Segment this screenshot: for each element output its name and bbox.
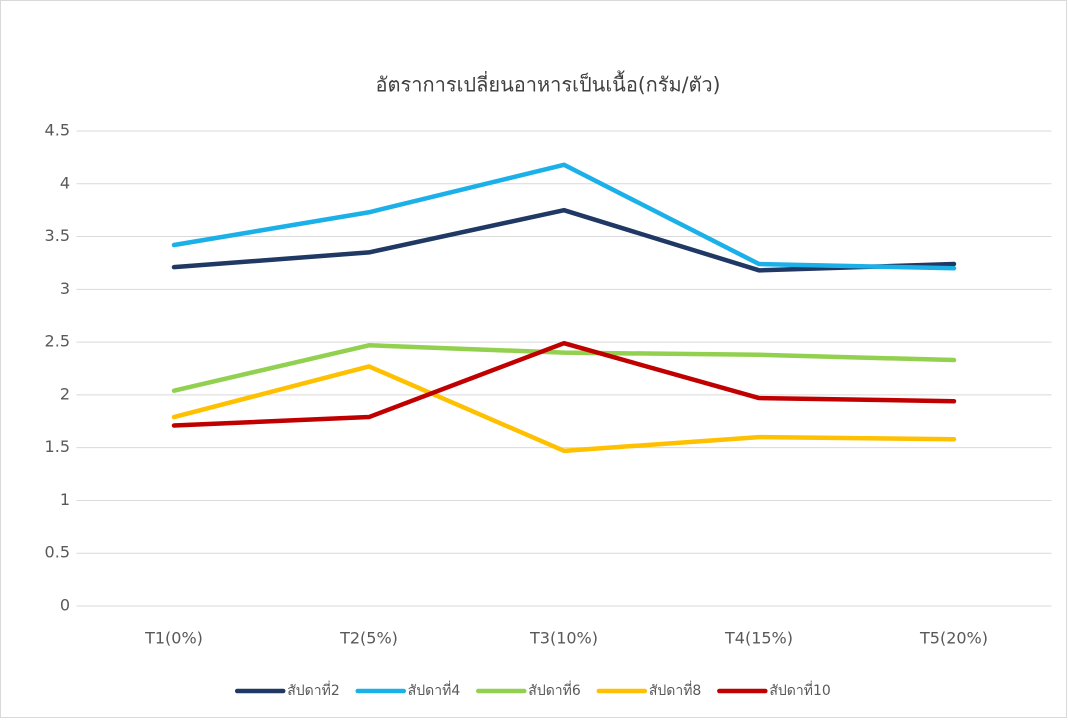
y-tick-label: 3.5 [45,226,70,245]
y-tick-label: 1.5 [45,437,70,456]
y-tick-label: 0.5 [45,543,70,562]
y-tick-label: 1 [60,490,70,509]
legend-label: สัปดาที่6 [528,681,581,699]
y-tick-label: 2.5 [45,332,70,351]
y-tick-label: 3 [60,279,70,298]
y-tick-label: 2 [60,384,70,403]
y-tick-label: 4 [60,173,70,192]
chart-title: อัตราการเปลี่ยนอาหารเป็นเนื้อ(กรัม/ตัว) [376,71,721,97]
x-tick-label: T1(0%) [144,629,203,648]
y-tick-label: 4.5 [45,121,70,140]
legend-label: สัปดาที่4 [408,681,461,699]
x-tick-label: T5(20%) [919,629,988,648]
data-line [171,343,957,393]
legend-label: สัปดาที่10 [769,681,830,699]
x-tick-label: T3(10%) [529,629,598,648]
y-tick-label: 0 [60,596,70,615]
legend-label: สัปดาที่2 [287,681,340,699]
x-tick-label: T2(5%) [339,629,398,648]
data-line [171,364,957,454]
data-line [171,340,957,428]
data-line [171,207,957,273]
x-tick-label: T4(15%) [724,629,793,648]
data-line [171,162,957,271]
legend-label: สัปดาที่8 [649,681,702,699]
